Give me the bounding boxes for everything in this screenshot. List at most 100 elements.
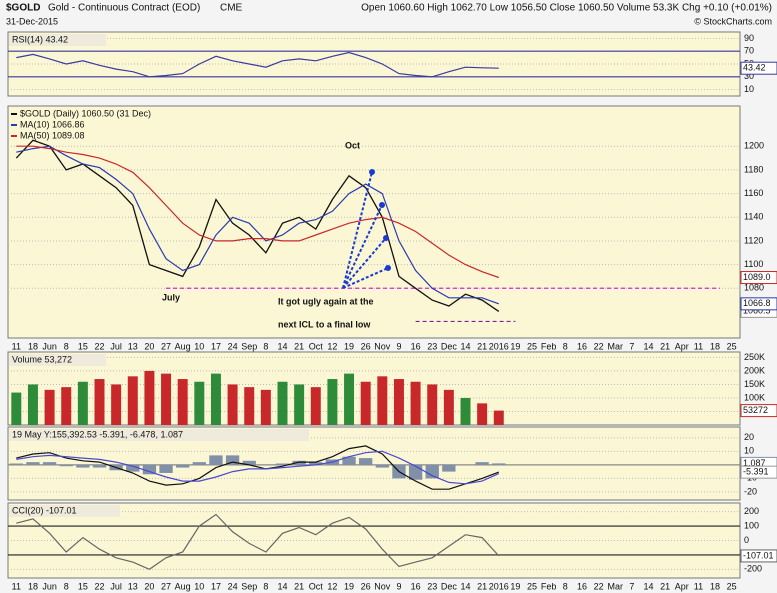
x-tick-label: Jul	[110, 341, 122, 351]
x-tick-label: 20	[144, 341, 154, 351]
bar	[94, 379, 105, 425]
x-tick-label: 21	[660, 581, 670, 591]
bar	[192, 462, 206, 465]
end-label: 53272	[743, 405, 768, 415]
bar	[44, 389, 55, 425]
x-tick-label: 27	[161, 341, 171, 351]
x-tick-label: 25	[527, 341, 537, 351]
y-tick-label: 250K	[744, 352, 765, 362]
x-tick-label: 17	[211, 581, 221, 591]
x-tick-label: 11	[694, 341, 703, 351]
x-tick-label: 24	[228, 581, 238, 591]
x-tick-label: 16	[577, 341, 587, 351]
y-tick-label: 10	[744, 446, 754, 456]
end-label-bg	[740, 61, 777, 75]
bar	[344, 373, 355, 425]
instrument-name: Gold - Continuous Contract (EOD)	[48, 3, 200, 14]
x-tick-label: 19	[344, 581, 354, 591]
arrow-head	[385, 265, 391, 271]
bar	[42, 462, 57, 465]
bar	[492, 463, 506, 465]
bar	[111, 384, 122, 425]
x-tick-label: 19	[510, 341, 520, 351]
title-bg	[9, 34, 106, 46]
y-tick-label: 70	[744, 46, 754, 56]
end-label-bg	[740, 271, 777, 285]
x-tick-label: Dec	[441, 341, 458, 351]
y-tick-label: 200	[744, 506, 759, 516]
bar	[375, 464, 389, 468]
panel-title: CCI(20) -107.01	[12, 505, 77, 515]
bar	[244, 387, 255, 425]
x-tick-label: 27	[161, 581, 171, 591]
x-tick-label: 23	[427, 581, 437, 591]
x-tick-label: 26	[361, 581, 371, 591]
bar	[161, 373, 172, 425]
y-tick-label: 10	[744, 84, 754, 94]
end-label: -5.391	[743, 467, 769, 477]
series-line	[15, 139, 500, 312]
quote: Open 1060.60 High 1062.70 Low 1056.50 Cl…	[361, 3, 772, 14]
arrow	[342, 237, 387, 289]
x-tick-label: 14	[643, 581, 653, 591]
x-tick-label: 2016	[489, 581, 509, 591]
bar	[209, 455, 223, 465]
bar	[177, 379, 188, 425]
annotation: next ICL to a final low	[278, 319, 371, 329]
x-tick-label: 8	[563, 581, 568, 591]
bar	[127, 376, 138, 425]
bar	[61, 387, 72, 425]
y-tick-label: 1140	[744, 212, 763, 222]
y-tick-label: 20	[744, 432, 754, 442]
bar	[260, 389, 271, 425]
x-tick-label: 11	[694, 581, 703, 591]
x-tick-label: Nov	[374, 581, 391, 591]
arrow-head	[379, 202, 385, 208]
y-tick-label: 30	[744, 71, 754, 81]
bar	[408, 464, 423, 480]
bar	[275, 463, 290, 465]
symbol: $GOLD	[6, 3, 40, 14]
bar	[477, 403, 488, 425]
end-label: 43.42	[743, 63, 766, 73]
x-tick-label: 21	[477, 581, 487, 591]
x-tick-label: Apr	[675, 581, 689, 591]
arrow	[342, 204, 383, 289]
end-label-bg	[740, 465, 777, 479]
bar	[493, 410, 504, 425]
x-tick-label: 12	[327, 341, 337, 351]
bar	[77, 381, 88, 425]
x-tick-label: 9	[396, 581, 401, 591]
x-tick-label: 17	[211, 341, 221, 351]
x-tick-label: 22	[594, 341, 604, 351]
series-line	[16, 145, 499, 279]
panel-title: 19 May Y:155,392.53 -5.391, -6.478, 1.08…	[12, 429, 183, 439]
x-tick-label: Feb	[541, 581, 557, 591]
x-tick-label: 21	[477, 341, 487, 351]
series-line	[16, 51, 499, 78]
x-tick-label: 8	[563, 341, 568, 351]
annotation: It got ugly again at the	[278, 296, 374, 306]
x-tick-label: 18	[710, 341, 720, 351]
bar	[359, 458, 373, 465]
x-tick-label: Mar	[607, 581, 623, 591]
x-tick-label: 8	[64, 341, 69, 351]
bar	[159, 464, 173, 473]
x-tick-label: 13	[128, 341, 138, 351]
x-tick-label: 22	[94, 581, 104, 591]
x-tick-label: 7	[629, 341, 634, 351]
arrow-head	[369, 169, 375, 175]
x-tick-label: Nov	[374, 341, 391, 351]
x-tick-label: 13	[128, 581, 138, 591]
x-tick-label: 16	[411, 341, 421, 351]
title-bg	[9, 429, 309, 441]
bar	[310, 387, 321, 425]
bar	[26, 462, 40, 465]
x-tick-label: 14	[277, 341, 287, 351]
bar	[393, 379, 404, 425]
x-tick-label: 22	[94, 341, 104, 351]
date: 31-Dec-2015	[6, 16, 58, 26]
x-tick-label: 20	[144, 581, 154, 591]
legend-label: MA(50) 1089.08	[20, 130, 85, 140]
